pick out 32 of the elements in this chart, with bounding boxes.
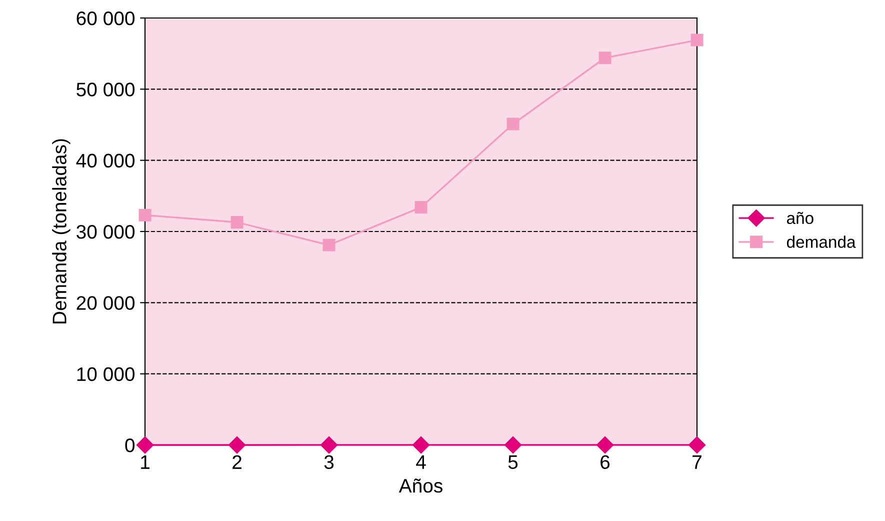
point — [688, 436, 706, 454]
point — [228, 436, 246, 454]
y-tick-label: 20 000 — [76, 296, 135, 310]
point — [596, 436, 614, 454]
y-tick-label: 30 000 — [76, 224, 135, 239]
point — [504, 436, 522, 454]
point — [690, 34, 704, 46]
point — [138, 208, 152, 222]
point — [136, 436, 154, 454]
x-tick-label: 1 — [141, 455, 150, 469]
point — [506, 118, 520, 130]
y-tick-label: 10 000 — [77, 367, 135, 382]
legend-label: año — [786, 212, 814, 224]
y-tick-label: 40 000 — [76, 154, 135, 168]
point — [412, 436, 430, 454]
x-axis-title: Años — [398, 478, 442, 493]
y-tick-label: 60 000 — [76, 11, 135, 26]
x-tick-label: 4 — [416, 455, 426, 469]
x-tick-label: 2 — [232, 455, 242, 469]
point — [320, 436, 338, 454]
y-tick-label: 50 000 — [76, 82, 135, 96]
point — [230, 216, 244, 228]
x-tick-label: 6 — [600, 455, 610, 470]
point — [598, 52, 612, 64]
legend-label: demanda — [786, 236, 856, 248]
y-axis-title: Demanda (toneladas) — [52, 139, 70, 324]
x-tick-label: 5 — [508, 455, 518, 470]
x-tick-label: 7 — [692, 455, 702, 469]
point — [322, 238, 336, 252]
point — [414, 201, 428, 214]
y-tick-label: 0 — [125, 438, 135, 452]
x-tick-label: 3 — [324, 455, 334, 470]
